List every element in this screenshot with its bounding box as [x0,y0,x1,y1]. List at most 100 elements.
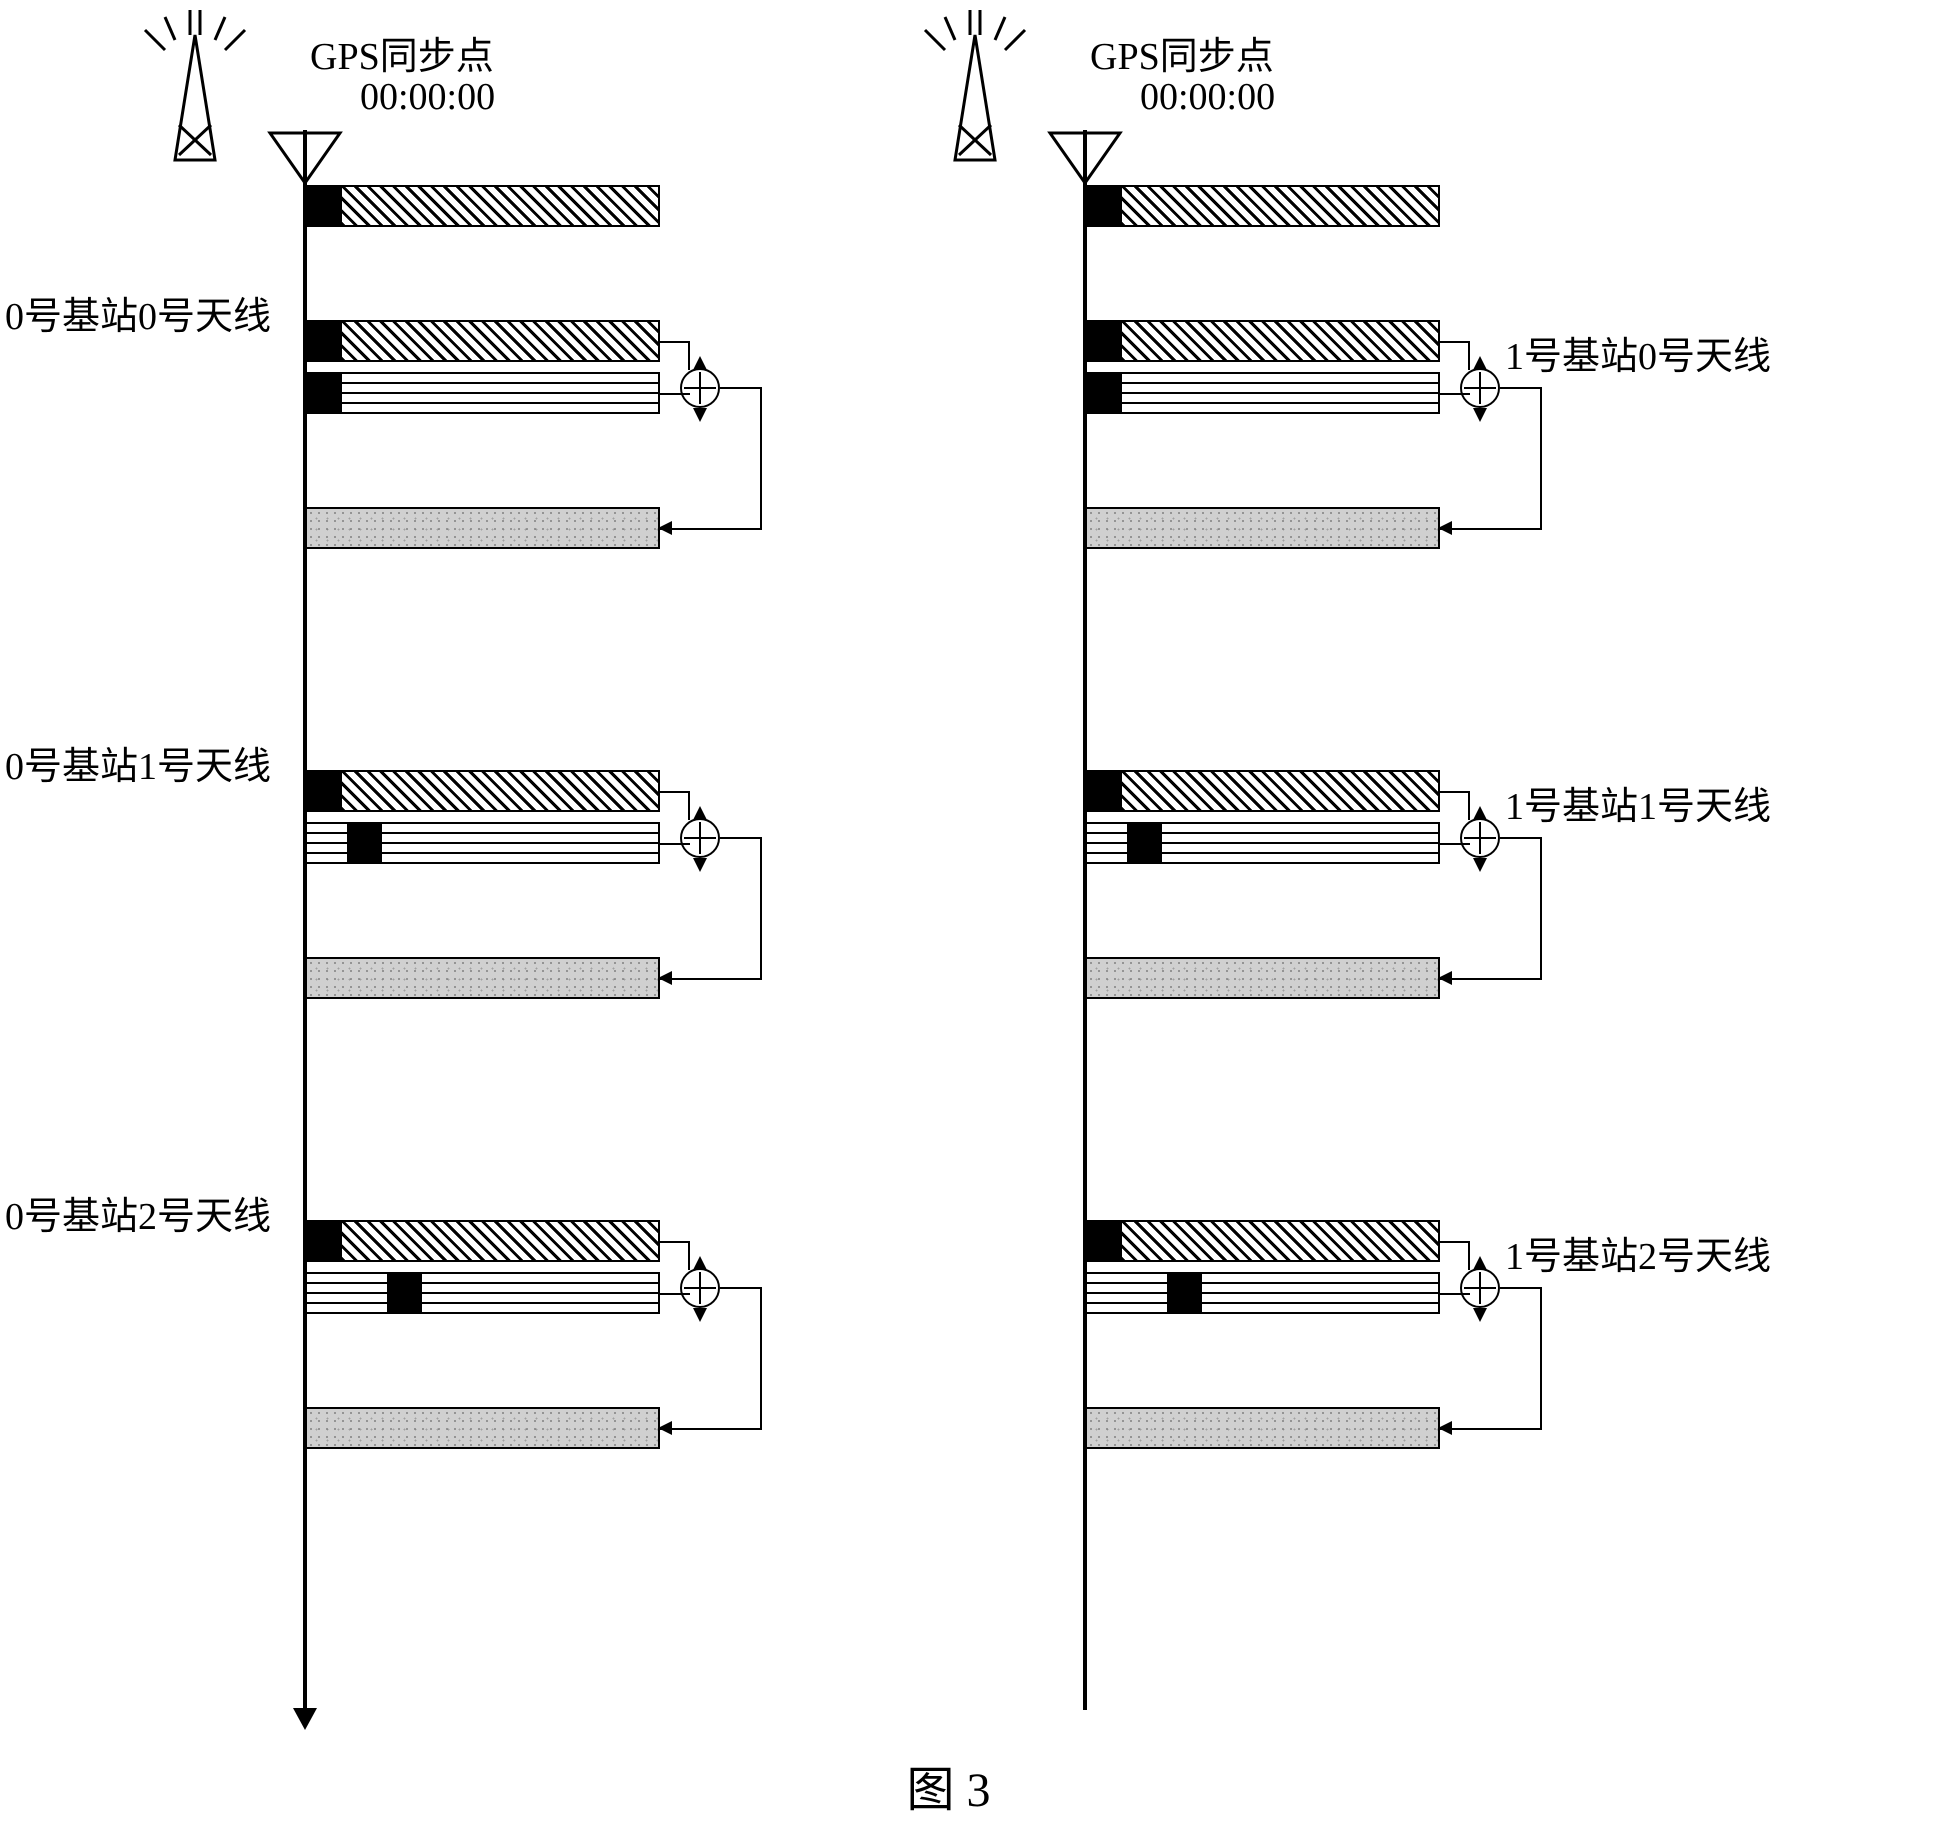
black-marker [1087,322,1122,360]
combiner-icon [1460,1268,1500,1308]
black-marker [1087,772,1122,810]
connector [1468,341,1470,370]
arrow-icon [1473,806,1487,820]
signal-bar-stripe [305,1272,660,1314]
black-marker [307,187,342,225]
reference-bar [305,185,660,227]
connector [1500,387,1540,389]
connector [760,387,762,528]
connector [1440,1293,1470,1295]
timeline-arrowhead [293,1708,317,1730]
arrow-icon [693,858,707,872]
connector [688,1241,690,1270]
connector [1440,393,1470,395]
connector [1440,1428,1542,1430]
arrow-icon [1473,858,1487,872]
combiner-icon [1460,368,1500,408]
connector [1500,837,1540,839]
result-bar [1085,957,1440,999]
connector [760,1287,762,1428]
signal-bar-hatched [1085,770,1440,812]
arrow-icon [1438,1421,1452,1435]
gps-label: GPS同步点 [1090,25,1274,80]
signal-bar-hatched [305,1220,660,1262]
arrow-icon [1473,408,1487,422]
black-marker [1127,824,1162,862]
result-bar [305,507,660,549]
arrow-icon [693,356,707,370]
black-marker [387,1274,422,1312]
connector [660,1241,690,1243]
connector [1440,978,1542,980]
arrow-icon [658,521,672,535]
result-bar [305,1407,660,1449]
connector [660,1293,690,1295]
connector [688,791,690,820]
connector [1468,791,1470,820]
black-marker [1087,187,1122,225]
arrow-icon [1473,1256,1487,1270]
reference-bar [1085,185,1440,227]
connector [720,1287,760,1289]
arrow-icon [1438,971,1452,985]
connector [1540,1287,1542,1428]
connector [660,528,762,530]
arrow-icon [1473,1308,1487,1322]
combiner-icon [680,368,720,408]
connector [1440,791,1470,793]
gps-time: 00:00:00 [1140,75,1275,119]
result-bar [305,957,660,999]
black-marker [307,1222,342,1260]
timeline [1083,130,1087,1710]
connector [660,843,690,845]
signal-bar-stripe [1085,1272,1440,1314]
connector [660,341,690,343]
arrow-icon [1473,356,1487,370]
antenna-label: 1号基站0号天线 [1505,325,1771,380]
connector [1540,387,1542,528]
gps-label: GPS同步点 [310,25,494,80]
antenna-label: 0号基站1号天线 [5,735,271,790]
antenna-label: 0号基站0号天线 [5,285,271,340]
figure-caption: 图 3 [907,1750,991,1820]
signal-bar-hatched [1085,320,1440,362]
signal-bar-hatched [305,320,660,362]
black-marker [307,322,342,360]
signal-bar-hatched [1085,1220,1440,1262]
arrow-icon [693,806,707,820]
arrow-icon [693,1308,707,1322]
connector [1500,1287,1540,1289]
result-bar [1085,507,1440,549]
black-marker [347,824,382,862]
combiner-icon [1460,818,1500,858]
connector [1440,341,1470,343]
black-marker [1087,1222,1122,1260]
connector [660,1428,762,1430]
black-marker [307,374,342,412]
antenna-label: 0号基站2号天线 [5,1185,271,1240]
signal-bar-stripe [305,372,660,414]
connector [720,837,760,839]
connector [1440,528,1542,530]
connector [688,341,690,370]
result-bar [1085,1407,1440,1449]
arrow-icon [1438,521,1452,535]
arrow-icon [693,1256,707,1270]
signal-bar-stripe [1085,372,1440,414]
arrow-icon [693,408,707,422]
signal-bar-stripe [1085,822,1440,864]
connector [1440,843,1470,845]
timeline [303,130,307,1710]
antenna-label: 1号基站2号天线 [1505,1225,1771,1280]
connector [1440,1241,1470,1243]
combiner-icon [680,818,720,858]
signal-bar-hatched [305,770,660,812]
signal-bar-stripe [305,822,660,864]
black-marker [1087,374,1122,412]
connector [720,387,760,389]
arrow-icon [658,1421,672,1435]
connector [660,978,762,980]
connector [760,837,762,978]
connector [660,791,690,793]
combiner-icon [680,1268,720,1308]
